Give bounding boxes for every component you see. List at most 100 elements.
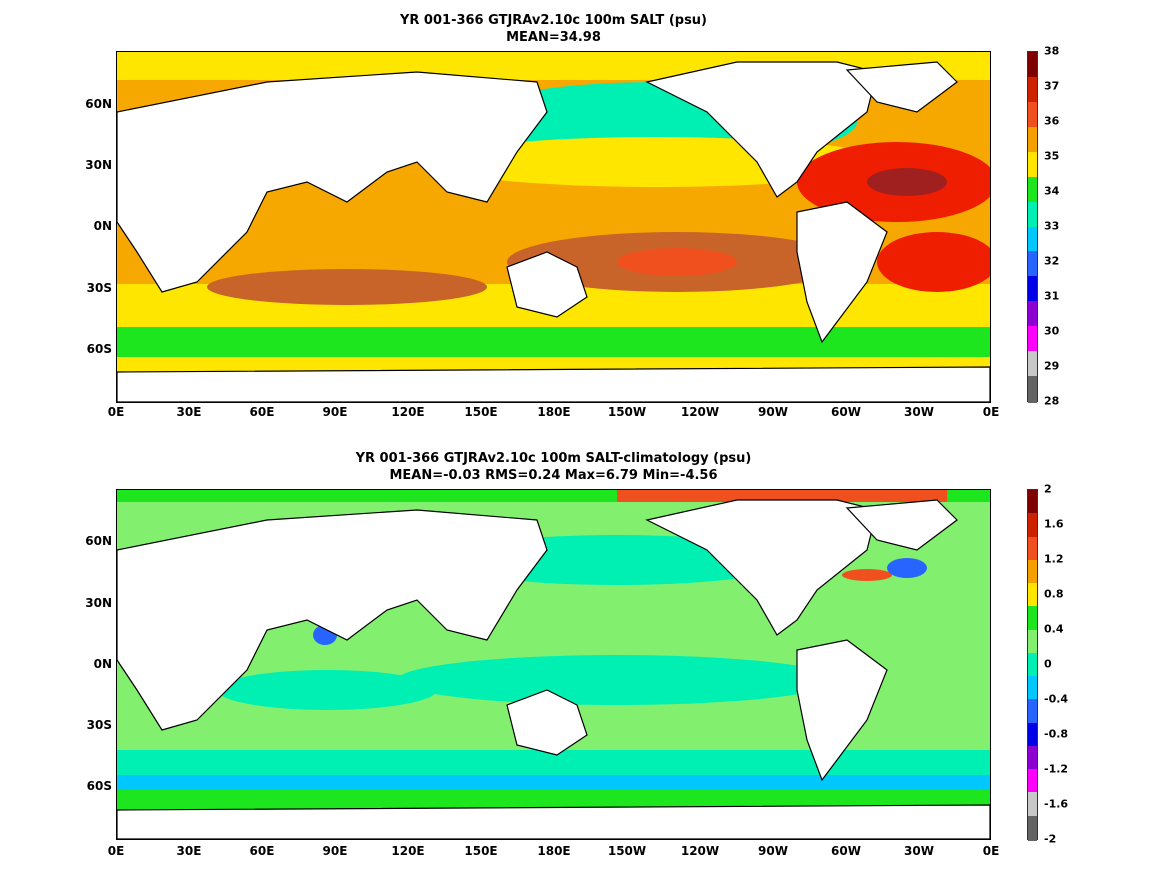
p1-cbar-label: 37	[1044, 79, 1060, 93]
panel2-map	[116, 489, 991, 840]
p2-ytick-30n: 30N	[85, 596, 112, 610]
p2-xtick-5: 150E	[464, 844, 498, 858]
colorbar-segment	[1028, 351, 1037, 378]
colorbar-segment	[1028, 815, 1037, 841]
colorbar-segment	[1028, 76, 1037, 104]
south-america-land	[796, 639, 888, 782]
p2-xtick-3: 90E	[322, 844, 348, 858]
panel2-title-line1: YR 001-366 GTJRAv2.10c 100m SALT-climato…	[355, 451, 752, 466]
p2-xtick-9: 90W	[758, 844, 788, 858]
p1-ytick-30n: 30N	[85, 158, 112, 172]
p1-cbar-label: 31	[1044, 289, 1060, 303]
panel1-title-line2: MEAN=34.98	[506, 30, 601, 45]
eurasia-africa-land	[117, 71, 548, 293]
colorbar-segment	[1028, 536, 1037, 562]
colorbar-segment	[1028, 251, 1037, 279]
p2-cbar-label: -2	[1044, 832, 1057, 846]
p2-cbar-label: 0.8	[1044, 587, 1064, 601]
p1-xtick-7: 150W	[607, 405, 647, 419]
australia-land	[506, 251, 588, 318]
p2-xtick-1: 30E	[176, 844, 202, 858]
p2-cbar-label: 0	[1044, 657, 1052, 671]
p2-xtick-4: 120E	[391, 844, 425, 858]
colorbar-segment	[1028, 226, 1037, 254]
p1-xtick-0: 0E	[107, 405, 125, 419]
p2-cbar-label: 0.4	[1044, 622, 1064, 636]
p2-cbar-label: -0.8	[1044, 727, 1069, 741]
p1-xtick-11: 30W	[904, 405, 934, 419]
colorbar-segment	[1028, 676, 1037, 702]
p1-xtick-9: 90W	[758, 405, 788, 419]
p2-xtick-0: 0E	[107, 844, 125, 858]
p1-cbar-label: 28	[1044, 394, 1060, 408]
colorbar-segment	[1028, 792, 1037, 818]
p1-cbar-label: 30	[1044, 324, 1060, 338]
p1-cbar-label: 29	[1044, 359, 1060, 373]
panel1-title-line1: YR 001-366 GTJRAv2.10c 100m SALT (psu)	[399, 13, 708, 28]
p2-xtick-11: 30W	[904, 844, 934, 858]
p1-xtick-4: 120E	[391, 405, 425, 419]
p2-xtick-10: 60W	[831, 844, 861, 858]
p2-cbar-label: 1.2	[1044, 552, 1064, 566]
north-america-land	[645, 61, 878, 198]
colorbar-segment	[1028, 326, 1037, 353]
p1-xtick-12: 0E	[982, 405, 1000, 419]
p1-ytick-60s: 60S	[86, 342, 112, 356]
south-america-land	[796, 201, 888, 344]
colorbar-segment	[1028, 101, 1037, 129]
south-atlantic-high	[877, 232, 990, 292]
colorbar-segment	[1028, 722, 1037, 748]
p2-ytick-30s: 30S	[86, 718, 112, 732]
colorbar-segment	[1028, 745, 1037, 771]
colorbar-segment	[1028, 376, 1037, 403]
colorbar-segment	[1028, 606, 1037, 632]
labrador-low	[887, 558, 927, 578]
p2-ytick-60n: 60N	[85, 534, 112, 548]
p1-ytick-30s: 30S	[86, 281, 112, 295]
p1-xtick-8: 120W	[680, 405, 720, 419]
south-pacific-core	[617, 248, 737, 276]
p2-xtick-6: 180E	[537, 844, 571, 858]
p1-cbar-label: 35	[1044, 149, 1060, 163]
p1-cbar-label: 36	[1044, 114, 1060, 128]
p2-ytick-0n: 0N	[93, 657, 112, 671]
p1-cbar-label: 38	[1044, 44, 1060, 58]
panel1-colorbar	[1027, 51, 1038, 403]
p1-xtick-10: 60W	[831, 405, 861, 419]
panel1-title: YR 001-366 GTJRAv2.10c 100m SALT (psu) M…	[116, 12, 991, 46]
colorbar-segment	[1028, 559, 1037, 585]
north-america-land	[645, 499, 878, 636]
gulf-stream-anomaly	[842, 569, 892, 581]
colorbar-segment	[1028, 629, 1037, 655]
panel2-title-line2: MEAN=-0.03 RMS=0.24 Max=6.79 Min=-4.56	[389, 468, 718, 483]
greenland-land	[845, 499, 958, 551]
colorbar-segment	[1028, 490, 1037, 515]
indian-cyan	[217, 670, 437, 710]
antarctica-land	[117, 366, 990, 402]
p1-xtick-3: 90E	[322, 405, 348, 419]
p2-cbar-label: -1.2	[1044, 762, 1069, 776]
indian-ocean-high	[207, 269, 487, 305]
panel2-map-svg	[117, 490, 990, 839]
australia-land	[506, 689, 588, 756]
p1-cbar-label: 33	[1044, 219, 1060, 233]
p1-xtick-6: 180E	[537, 405, 571, 419]
panel2-colorbar	[1027, 489, 1038, 841]
p2-cbar-label: 2	[1044, 482, 1052, 496]
colorbar-segment	[1028, 652, 1037, 678]
p2-ytick-60s: 60S	[86, 779, 112, 793]
p2-xtick-2: 60E	[249, 844, 275, 858]
p1-xtick-2: 60E	[249, 405, 275, 419]
colorbar-segment	[1028, 699, 1037, 725]
colorbar-segment	[1028, 52, 1037, 79]
colorbar-segment	[1028, 583, 1037, 609]
colorbar-segment	[1028, 769, 1037, 795]
p2-cbar-label: -0.4	[1044, 692, 1069, 706]
colorbar-segment	[1028, 513, 1037, 539]
p2-xtick-12: 0E	[982, 844, 1000, 858]
colorbar-segment	[1028, 276, 1037, 304]
eurasia-africa-land	[117, 509, 548, 731]
colorbar-segment	[1028, 126, 1037, 154]
colorbar-segment	[1028, 151, 1037, 179]
p2-cbar-label: 1.6	[1044, 517, 1064, 531]
